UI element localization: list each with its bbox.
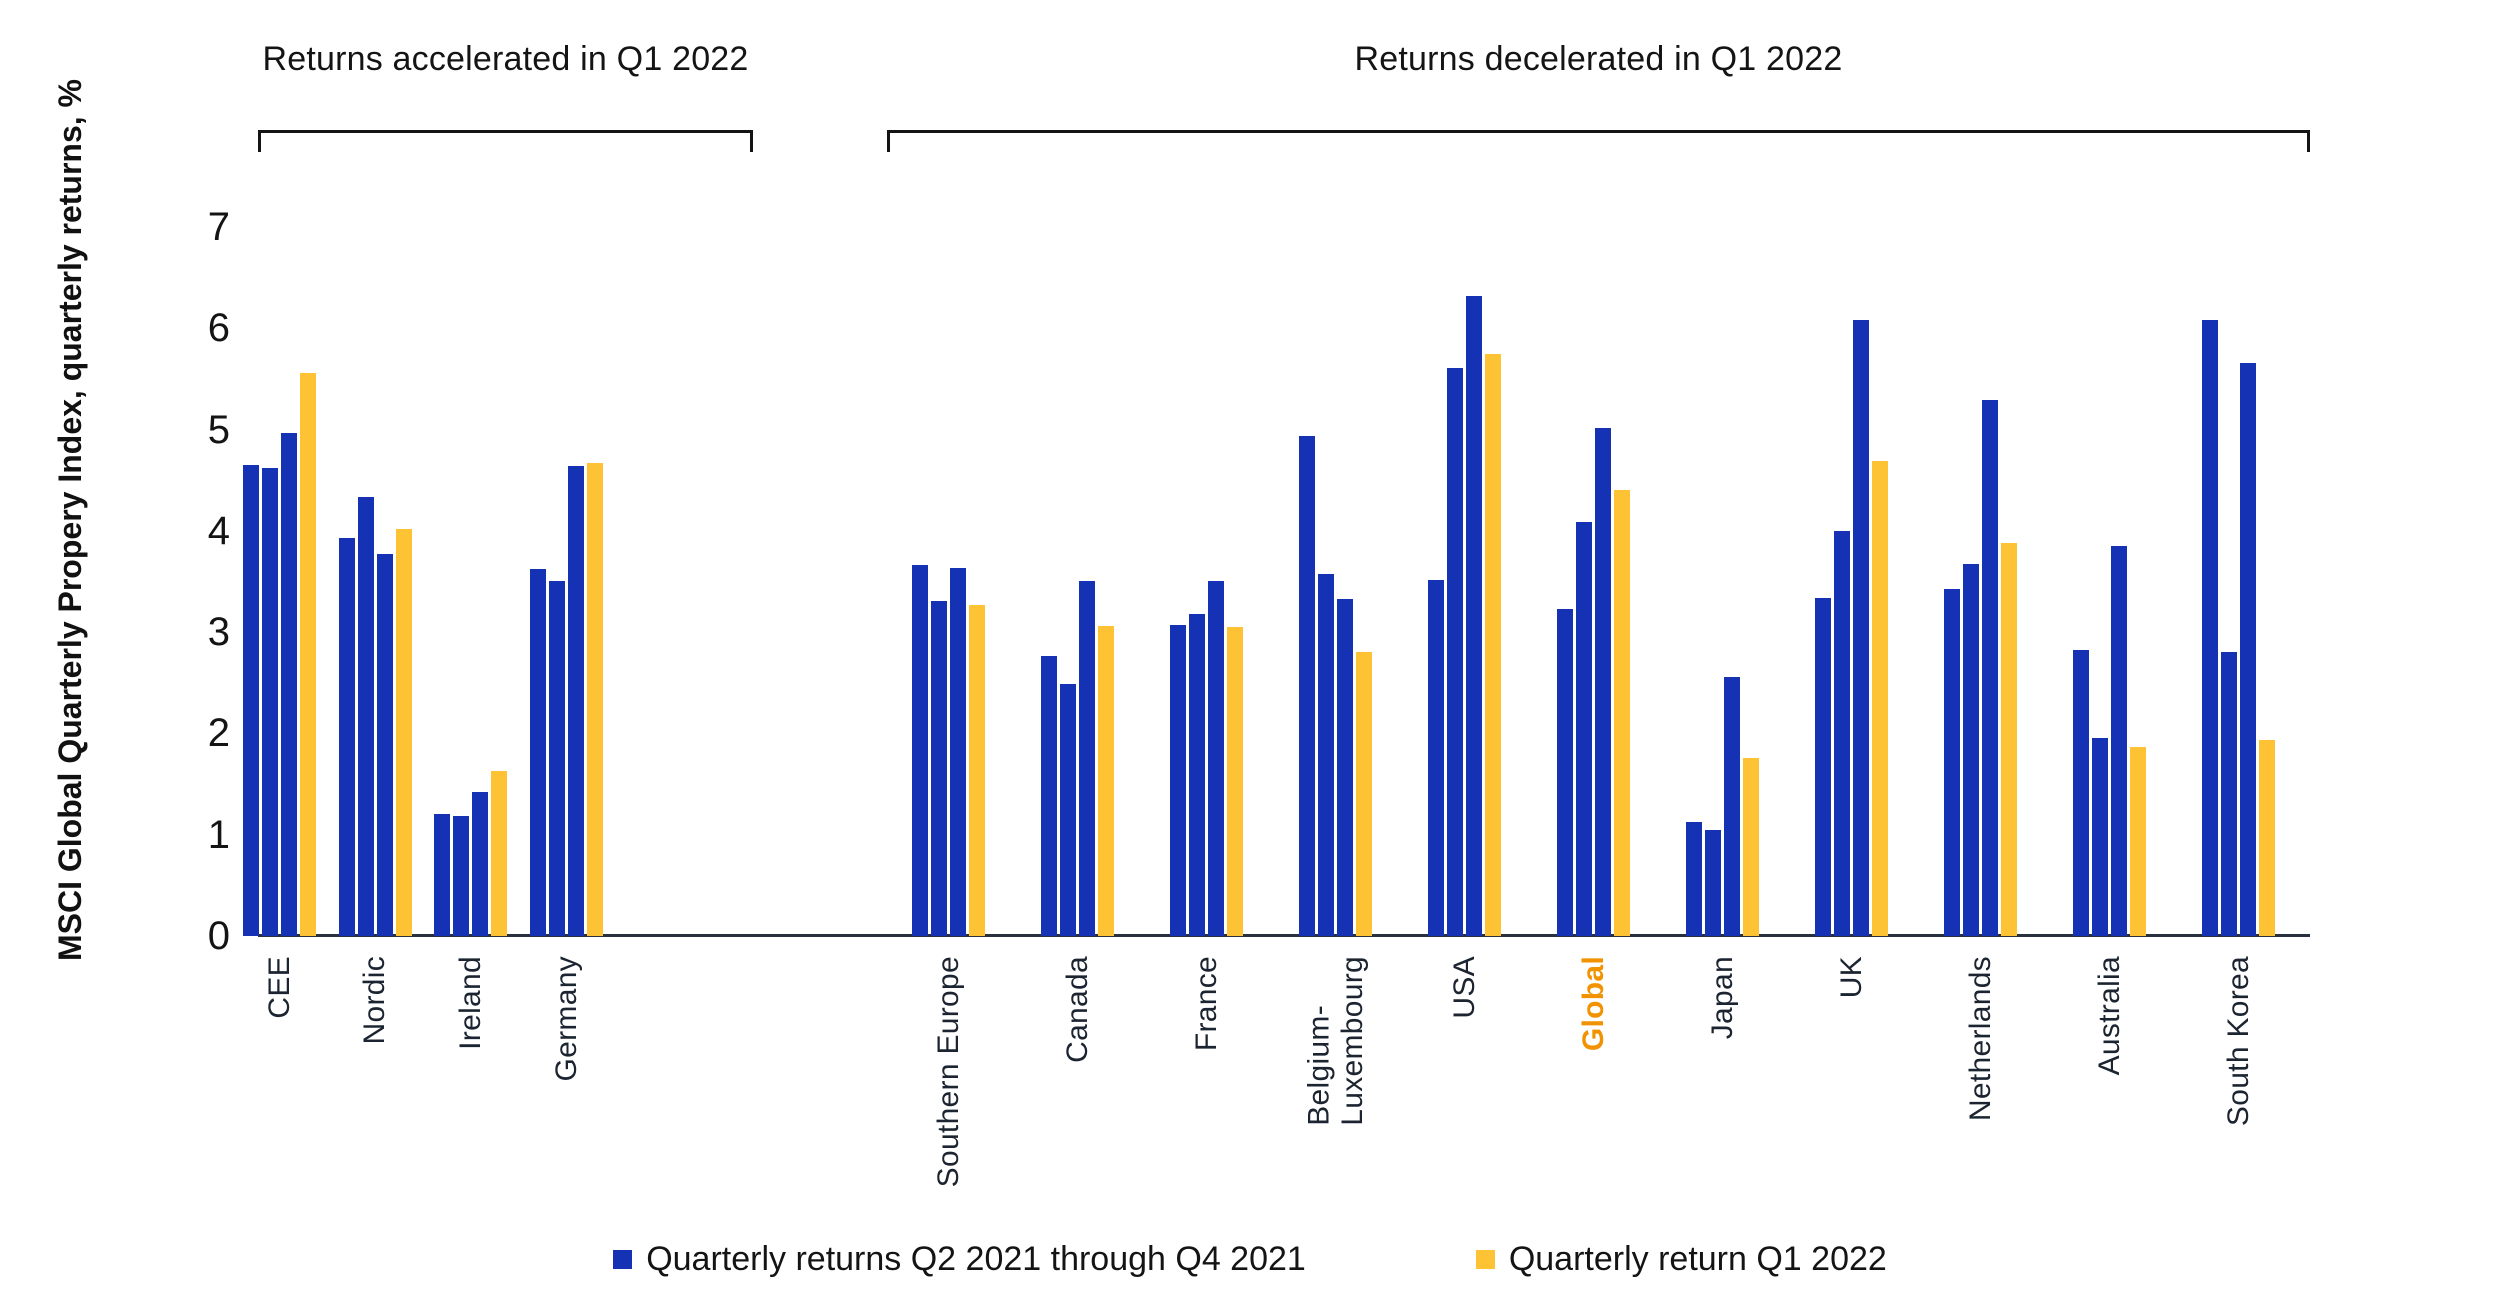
bar-q1-2022-germany [587, 462, 604, 936]
category-label-ireland: Ireland [454, 956, 488, 1050]
bar-q1-2022-global [1614, 490, 1630, 936]
bar-q3-2021-uk [1834, 530, 1850, 936]
bar-q4-2021-netherlands [1982, 400, 1998, 936]
bar-q2-2021-france [1170, 625, 1186, 936]
category-label-uk: UK [1834, 956, 1868, 999]
bar-q3-2021-canada [1060, 683, 1076, 936]
category-label-usa: USA [1447, 956, 1481, 1019]
bar-q3-2021-ireland [453, 816, 470, 936]
bar-q4-2021-germany [568, 465, 585, 936]
bar-q2-2021-southern-europe [912, 565, 928, 936]
bar-q1-2022-japan [1743, 757, 1759, 936]
bar-q4-2021-nordic [376, 554, 393, 936]
bar-q4-2021-japan [1724, 676, 1740, 936]
category-label-canada: Canada [1060, 956, 1094, 1063]
bar-q3-2021-global [1576, 521, 1592, 936]
bar-q4-2021-uk [1853, 320, 1869, 936]
bar-q1-2022-southern-europe [969, 604, 985, 936]
category-label-southern-europe: Southern Europe [931, 956, 965, 1188]
bar-q4-2021-global [1595, 428, 1611, 936]
bar-q3-2021-south-korea [2221, 652, 2237, 936]
legend-label: Quarterly returns Q2 2021 through Q4 202… [646, 1240, 1306, 1278]
bar-q4-2021-cee [281, 432, 297, 936]
bar-q2-2021-japan [1686, 821, 1702, 936]
y-tick-label-0: 0 [207, 914, 230, 958]
y-tick-label-1: 1 [207, 812, 230, 857]
category-label-south-korea: South Korea [2221, 956, 2255, 1127]
bar-q3-2021-france [1189, 613, 1205, 936]
bar-q2-2021-cee [243, 464, 259, 936]
bar-q2-2021-netherlands [1944, 588, 1960, 936]
bar-q4-2021-france [1208, 581, 1224, 936]
bar-q4-2021-australia [2111, 545, 2127, 936]
bar-q1-2022-usa [1485, 353, 1501, 936]
bar-q2-2021-belgium--luxembourg [1299, 435, 1315, 936]
y-tick-label-2: 2 [207, 711, 230, 756]
bar-q2-2021-usa [1428, 580, 1444, 936]
bar-q1-2022-canada [1098, 626, 1114, 936]
category-label-australia: Australia [2092, 956, 2126, 1076]
bar-q2-2021-canada [1041, 656, 1057, 936]
bar-q3-2021-cee [262, 467, 278, 936]
category-label-netherlands: Netherlands [1963, 956, 1997, 1122]
bar-q3-2021-southern-europe [931, 600, 947, 936]
bar-q3-2021-netherlands [1963, 564, 1979, 936]
bar-q2-2021-uk [1815, 597, 1831, 936]
bar-q4-2021-south-korea [2240, 362, 2256, 936]
bar-q4-2021-southern-europe [950, 568, 966, 936]
bar-q1-2022-south-korea [2259, 740, 2275, 936]
bar-q1-2022-france [1227, 627, 1243, 936]
category-label-nordic: Nordic [358, 956, 392, 1045]
category-label-cee: CEE [262, 956, 296, 1019]
bar-q3-2021-nordic [357, 497, 374, 936]
bar-q1-2022-netherlands [2001, 542, 2017, 936]
category-label-germany: Germany [549, 956, 583, 1082]
bar-q4-2021-belgium--luxembourg [1337, 598, 1353, 936]
y-tick-label-6: 6 [207, 306, 230, 351]
legend-swatch-yellow-icon [1475, 1250, 1495, 1269]
bar-q2-2021-global [1557, 608, 1573, 936]
bar-q1-2022-belgium--luxembourg [1356, 652, 1372, 936]
bar-q3-2021-australia [2092, 738, 2108, 936]
bracket-accelerated [258, 130, 753, 152]
section-title-decelerated: Returns decelerated in Q1 2022 [1354, 40, 1843, 78]
bracket-decelerated [887, 130, 2310, 152]
bar-q3-2021-japan [1705, 829, 1721, 936]
bar-q2-2021-australia [2073, 650, 2089, 936]
bar-q4-2021-usa [1466, 295, 1482, 936]
legend-swatch-blue-icon [613, 1250, 633, 1269]
y-tick-label-5: 5 [207, 407, 230, 452]
bar-q4-2021-ireland [472, 792, 489, 936]
bar-q3-2021-belgium--luxembourg [1318, 574, 1334, 936]
category-label-japan: Japan [1705, 956, 1739, 1040]
section-title-accelerated: Returns accelerated in Q1 2022 [262, 40, 749, 78]
bar-q1-2022-ireland [491, 770, 508, 936]
category-label-global: Global [1576, 956, 1610, 1052]
bar-q2-2021-ireland [434, 814, 451, 936]
legend-item-q2-q4-2021: Quarterly returns Q2 2021 through Q4 202… [613, 1240, 1306, 1279]
bar-q1-2022-uk [1872, 460, 1888, 936]
y-tick-label-7: 7 [207, 204, 230, 249]
legend: Quarterly returns Q2 2021 through Q4 202… [0, 1240, 2500, 1279]
y-tick-label-4: 4 [207, 508, 230, 553]
y-tick-label-3: 3 [207, 610, 230, 655]
bar-q2-2021-south-korea [2202, 320, 2218, 936]
bar-q3-2021-germany [549, 581, 566, 936]
bar-q1-2022-australia [2130, 746, 2146, 936]
legend-label: Quarterly return Q1 2022 [1508, 1240, 1887, 1278]
x-axis-line [258, 934, 2310, 937]
bar-q2-2021-germany [530, 569, 547, 936]
legend-item-q1-2022: Quarterly return Q1 2022 [1475, 1240, 1887, 1279]
bar-q4-2021-canada [1079, 581, 1095, 936]
bar-q3-2021-usa [1447, 367, 1463, 936]
category-label-belgium--luxembourg: Belgium- Luxembourg [1301, 956, 1369, 1126]
bar-q2-2021-nordic [338, 537, 355, 936]
category-label-france: France [1189, 956, 1223, 1052]
bar-q1-2022-nordic [395, 528, 412, 936]
bar-q1-2022-cee [300, 372, 316, 936]
